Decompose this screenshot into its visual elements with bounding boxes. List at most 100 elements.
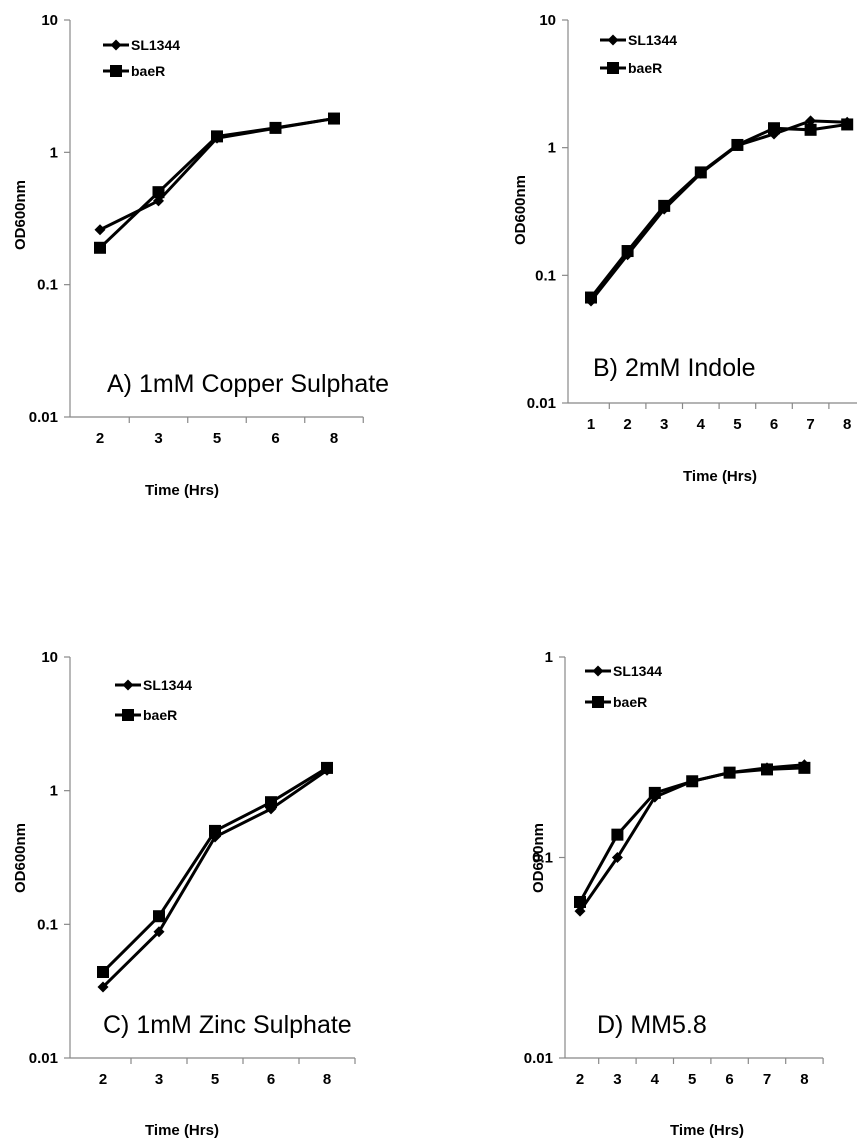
x-tick-label: 1 — [587, 416, 595, 433]
data-point-diamond — [94, 224, 106, 236]
chart-panel-d: 1 0.1 0.01 2 3 4 5 6 7 8 Time (Hrs) OD600nm D) MM5.8… — [524, 649, 824, 1139]
legend: SL1344 baeR — [115, 677, 192, 723]
y-tick-label: 0.01 — [29, 1050, 58, 1067]
x-tick-label: 6 — [267, 1071, 275, 1088]
x-axis-title: Time (Hrs) — [145, 1122, 219, 1139]
data-point-diamond — [611, 852, 623, 863]
y-tick-label: 1 — [545, 649, 553, 666]
data-point-square — [621, 245, 634, 258]
data-point-square — [686, 775, 699, 788]
data-point-square — [694, 166, 707, 179]
data-point-square — [658, 199, 671, 212]
x-tick-label: 2 — [576, 1071, 584, 1088]
y-tick-label: 0.1 — [37, 277, 58, 294]
y-tick-label: 0.01 — [527, 395, 556, 412]
legend-label: SL1344 — [143, 677, 192, 693]
y-tick-label: 0.1 — [532, 850, 553, 867]
data-point-square — [761, 763, 773, 776]
x-tick-label: 3 — [613, 1071, 621, 1088]
legend-label: SL1344 — [613, 663, 662, 679]
chart-panel-c: 10 1 0.1 0.01 2 3 5 6 8 Time (Hrs) OD600nm C) 1mM Z… — [12, 649, 356, 1139]
panel-title: D) MM5.8 — [597, 1011, 707, 1039]
data-point-square — [321, 761, 333, 774]
x-tick-label: 5 — [688, 1071, 696, 1088]
x-tick-label: 8 — [330, 430, 338, 447]
chart-panel-a: 10 1 0.1 0.01 2 3 5 6 8 Time (Hrs) OD600nm A) 1mM C… — [12, 12, 389, 499]
legend: SL1344 baeR — [600, 32, 677, 76]
panel-title: C) 1mM Zinc Sulphate — [103, 1011, 352, 1039]
legend-label: baeR — [628, 60, 662, 76]
data-point-square — [328, 112, 340, 125]
x-tick-label: 8 — [843, 416, 851, 433]
x-tick-label: 5 — [213, 430, 221, 447]
y-axis-title: OD600nm — [512, 175, 529, 245]
y-tick-label: 0.1 — [535, 267, 556, 284]
x-tick-label: 7 — [763, 1071, 771, 1088]
data-point-square — [841, 118, 854, 131]
legend-label: baeR — [613, 694, 647, 710]
y-axis-title: OD600nm — [12, 180, 29, 250]
x-tick-label: 4 — [697, 416, 706, 433]
x-tick-label: 6 — [725, 1071, 733, 1088]
legend-marker-square — [122, 709, 134, 721]
data-point-diamond — [574, 905, 586, 917]
data-point-square — [265, 796, 277, 809]
y-tick-label: 1 — [548, 140, 556, 157]
data-point-square — [574, 895, 586, 908]
x-tick-label: 5 — [733, 416, 741, 433]
data-point-square — [798, 761, 811, 774]
y-axis-title: OD600nm — [530, 823, 547, 893]
x-tick-label: 6 — [770, 416, 778, 433]
data-point-square — [209, 824, 221, 837]
series-baer — [574, 761, 811, 908]
data-point-square — [97, 965, 109, 978]
y-tick-label: 1 — [50, 144, 58, 161]
legend-label: baeR — [131, 63, 165, 79]
legend: SL1344 baeR — [103, 37, 180, 79]
panel-title: B) 2mM Indole — [593, 354, 756, 382]
series-sl1344-line — [101, 769, 328, 989]
data-point-square — [585, 291, 597, 304]
legend-label: SL1344 — [131, 37, 180, 53]
legend-marker-diamond — [110, 39, 122, 51]
series-baer — [94, 112, 340, 254]
legend-marker-diamond — [592, 665, 604, 677]
data-point-diamond — [805, 115, 817, 127]
data-point-square — [211, 130, 223, 143]
data-point-square — [731, 138, 744, 151]
y-tick-label: 0.1 — [37, 916, 58, 933]
data-point-square — [153, 910, 165, 923]
panel-title: A) 1mM Copper Sulphate — [107, 370, 389, 398]
x-axis-title: Time (Hrs) — [683, 468, 757, 485]
legend-marker-diamond — [607, 34, 619, 46]
x-axis-title: Time (Hrs) — [670, 1122, 744, 1139]
series-baer — [585, 118, 854, 304]
y-tick-label: 0.01 — [524, 1050, 553, 1067]
y-tick-label: 0.01 — [29, 409, 58, 426]
y-axis-title: OD600nm — [12, 823, 29, 893]
data-point-square — [804, 123, 817, 136]
x-tick-label: 3 — [155, 1071, 163, 1088]
series-baer-line — [101, 766, 328, 974]
data-point-square — [94, 241, 106, 254]
x-tick-label: 5 — [211, 1071, 219, 1088]
y-tick-label: 1 — [50, 783, 58, 800]
y-tick-label: 10 — [41, 649, 58, 666]
series-sl1344-line — [589, 119, 848, 302]
y-tick-label: 10 — [539, 12, 556, 29]
x-tick-label: 7 — [806, 416, 814, 433]
x-tick-label: 2 — [96, 430, 104, 447]
legend-label: SL1344 — [628, 32, 677, 48]
chart-panel-b: 10 1 0.1 0.01 1 2 3 4 5 6 7 8 Time (Hrs) OD600nm B) 2m… — [512, 12, 857, 485]
data-point-diamond — [97, 981, 109, 993]
y-tick-label: 10 — [41, 12, 58, 29]
data-point-diamond — [153, 926, 165, 938]
data-point-square — [269, 121, 282, 134]
data-point-square — [648, 786, 661, 799]
data-point-square — [723, 766, 736, 779]
x-tick-label: 4 — [651, 1071, 660, 1088]
legend-label: baeR — [143, 707, 177, 723]
series-baer-line — [589, 122, 848, 299]
x-tick-label: 3 — [154, 430, 162, 447]
